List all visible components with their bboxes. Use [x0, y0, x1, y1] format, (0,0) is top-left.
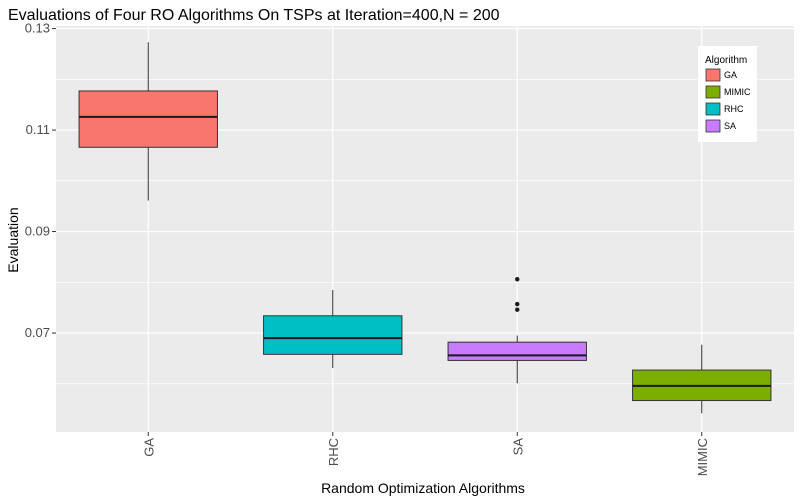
- y-tick-label: 0.07: [25, 325, 50, 340]
- outlier-point: [515, 301, 520, 307]
- boxes-layer: [78, 42, 772, 414]
- box-iqr: [263, 315, 403, 355]
- y-axis-title: Evaluation: [5, 207, 21, 272]
- legend-label-sa: SA: [724, 121, 736, 131]
- legend-key-ga: [705, 68, 721, 82]
- box-sa: [447, 277, 587, 384]
- legend-key-rhc: [705, 102, 721, 116]
- x-tick-label: RHC: [326, 438, 341, 466]
- x-tick-label: MIMIC: [695, 438, 710, 476]
- legend: Algorithm GA MIMIC RHC SA: [698, 46, 757, 142]
- outlier-point: [515, 277, 520, 282]
- y-tick-label: 0.13: [25, 21, 50, 36]
- legend-title: Algorithm: [705, 55, 747, 66]
- y-tick-label: 0.09: [25, 224, 50, 239]
- chart-title: Evaluations of Four RO Algorithms On TSP…: [8, 7, 500, 24]
- box-iqr: [78, 90, 218, 148]
- y-axis: 0.07 0.09 0.11 0.13: [25, 21, 56, 340]
- legend-label-mimic: MIMIC: [724, 87, 751, 97]
- box-rhc: [263, 289, 403, 369]
- x-tick-label: SA: [510, 438, 525, 456]
- legend-key-sa: [705, 119, 721, 133]
- x-tick-label: GA: [141, 438, 156, 457]
- legend-key-mimic: [705, 85, 721, 99]
- box-ga: [78, 42, 218, 201]
- outlier-point: [515, 307, 520, 312]
- x-axis-title: Random Optimization Algorithms: [321, 480, 525, 496]
- legend-label-ga: GA: [724, 70, 737, 80]
- y-tick-label: 0.11: [26, 122, 50, 137]
- box-mimic: [632, 344, 772, 414]
- box-iqr: [447, 341, 587, 361]
- x-axis: GA RHC SA MIMIC: [141, 432, 710, 476]
- legend-label-rhc: RHC: [724, 104, 744, 114]
